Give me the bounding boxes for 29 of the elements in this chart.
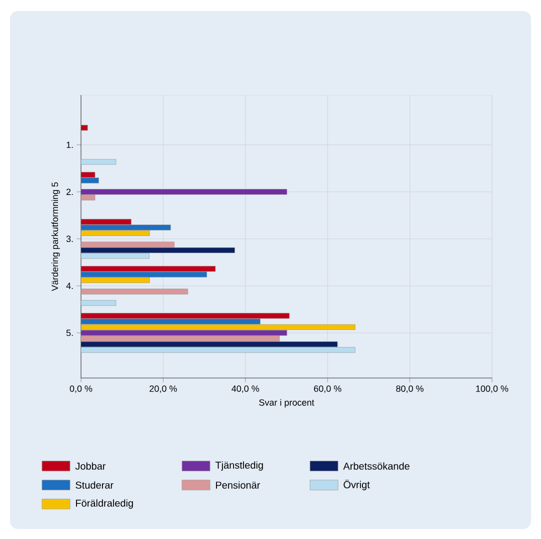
legend-label: Pensionär <box>216 481 260 489</box>
bar <box>81 347 356 353</box>
x-tick-label: 20,0 % <box>150 385 177 393</box>
legend-label: Studerar <box>76 481 114 489</box>
bar <box>81 178 99 184</box>
bar <box>81 288 188 294</box>
bar <box>81 224 171 230</box>
bar <box>81 300 116 306</box>
legend-label: Arbetssökande <box>343 462 410 470</box>
x-tick-label: 100,0 % <box>476 385 508 393</box>
y-tick-label: 3. <box>66 236 73 242</box>
legend-label: Jobbar <box>75 462 106 470</box>
y-tick-label: 1. <box>66 142 73 148</box>
bar <box>81 318 260 324</box>
x-tick-label: 60,0 % <box>314 385 342 393</box>
x-tick-label: 40,0 % <box>232 385 260 393</box>
y-tick-label: 4. <box>66 282 73 289</box>
legend-label: Tjänstledig <box>215 461 263 471</box>
x-tick-label: 0,0 % <box>70 385 92 393</box>
bar <box>81 272 207 278</box>
legend-label: Föräldraledig <box>76 499 133 509</box>
y-tick-label: 2. <box>66 188 73 195</box>
bar <box>81 242 174 248</box>
y-axis-title: Värdering parkutformning 5 <box>51 182 60 291</box>
x-axis-title: Svar i procent <box>259 399 314 408</box>
x-tick-label: 80,0 % <box>396 385 424 393</box>
legend-label: Övrigt <box>344 480 370 490</box>
y-tick-label: 5. <box>66 330 73 336</box>
bar <box>81 336 280 342</box>
